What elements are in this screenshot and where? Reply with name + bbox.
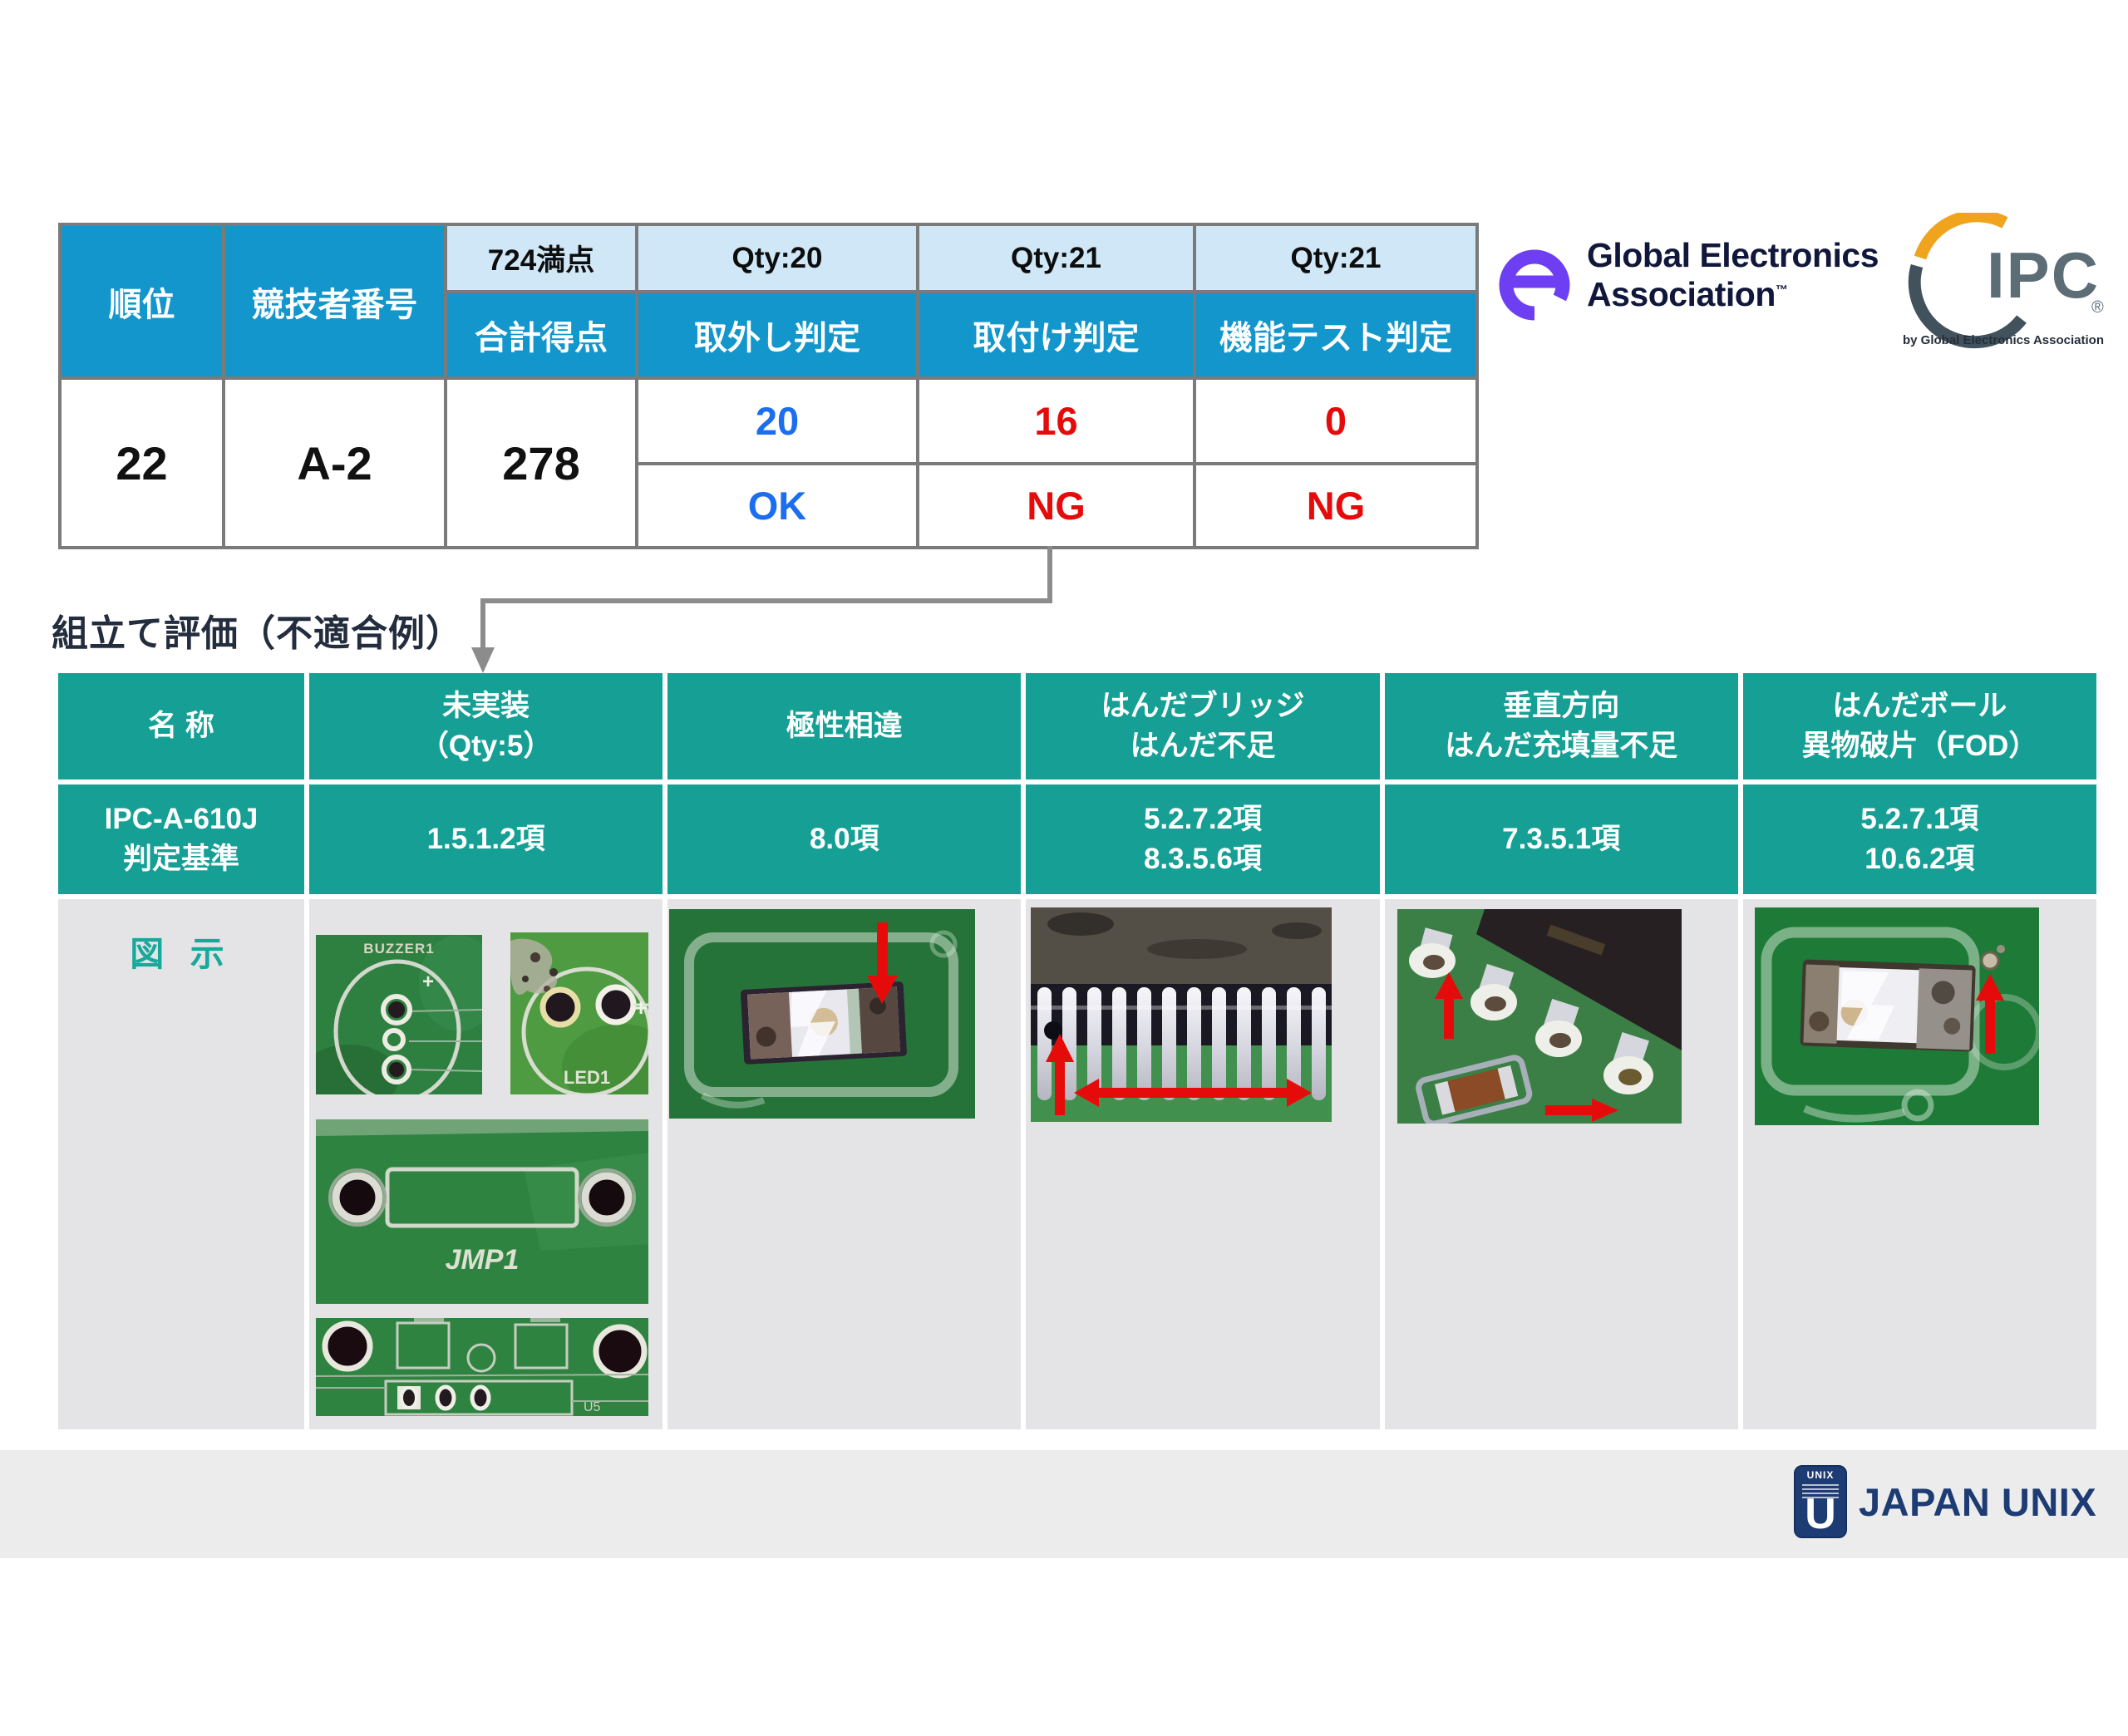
photo-missing-u5-image: U5 [316,1318,648,1416]
value-total-score: 278 [447,380,635,546]
photo-missing-jmp-image: JMP1 [316,1119,648,1304]
photo-bridge-image [1031,907,1332,1122]
header-function-label: 機能テスト判定 [1196,293,1475,376]
value-removal-score: 20 [638,380,916,462]
section-title: 組立て評価（不適合例） [52,613,463,654]
ipc-reg-icon: ® [2091,298,2104,317]
badge-u-label: U [1805,1490,1836,1538]
eval-header-bridge: はんだブリッジ はんだ不足 [1026,673,1380,779]
header-attach-qty: Qty:21 [919,226,1193,290]
led-label: LED1 [564,1067,610,1088]
buzzer-plus-label: + [422,971,434,993]
figure-label: 図 示 [130,935,233,973]
eval-body-missing-cell: BUZZER1 + [309,899,663,1429]
header-attach-label: 取付け判定 [919,293,1193,376]
gea-line1: Global Electronics [1587,236,1879,274]
eval-header-name: 名 称 [58,673,304,779]
gea-e-icon [1499,249,1570,321]
header-removal-qty: Qty:20 [638,226,916,290]
eval-header-polarity: 極性相違 [667,673,1022,779]
ipc-logo: IPC ® by Global Electronics Association [1895,209,2110,358]
header-max-score: 724満点 [447,226,635,290]
eval-header-vertical: 垂直方向 はんだ充填量不足 [1384,673,1738,779]
score-table: 順位 競技者番号 724満点 Qty:20 Qty:21 Qty:21 合計得点… [58,223,1479,549]
gea-tm: ™ [1775,283,1788,298]
photo-vertical-image [1396,909,1682,1124]
header-rank: 順位 [62,226,222,376]
badge-unix-label: UNIX [1807,1469,1835,1481]
eval-criteria-label: IPC-A-610J 判定基準 [58,784,304,894]
ipc-text: IPC [1987,239,2100,312]
gea-line2: Association [1587,274,1776,313]
eval-criteria-missing: 1.5.1.2項 [309,784,663,894]
footer-band [0,1450,2128,1558]
eval-criteria-bridge: 5.2.7.2項 8.3.5.6項 [1026,784,1380,894]
photo-missing-buzzer-image: BUZZER1 + [316,935,482,1094]
eval-body-bridge-cell [1026,899,1380,1429]
value-competitor: A-2 [225,380,444,546]
eval-body-figure-label-cell: 図 示 [58,899,304,1429]
eval-criteria-ball: 5.2.7.1項 10.6.2項 [1742,784,2096,894]
gea-wordmark: Global Electronics Association™ [1587,236,1879,313]
photo-ball-image [1754,907,2039,1125]
header-function-qty: Qty:21 [1196,226,1475,290]
header-competitor: 競技者番号 [225,226,444,376]
eval-header-ball: はんだボール 異物破片（FOD） [1742,673,2096,779]
header-total-score: 合計得点 [447,293,635,376]
japan-unix-badge-icon: UNIX U [1794,1465,1847,1538]
japan-unix-wordmark: JAPAN UNIX [1859,1479,2097,1524]
header-removal-label: 取外し判定 [638,293,916,376]
japan-unix-logo: UNIX U JAPAN UNIX [1794,1465,2096,1538]
value-removal-result: OK [638,465,916,546]
value-function-score: 0 [1196,380,1475,462]
value-rank: 22 [62,380,222,546]
jmp-label: JMP1 [446,1244,520,1276]
photo-polarity-image [669,909,976,1119]
photo-missing-led-image: + LED1 [510,932,648,1094]
value-attach-result: NG [919,465,1193,546]
ipc-tagline: by Global Electronics Association [1903,333,2104,347]
connector-arrow [471,546,1052,673]
value-function-result: NG [1196,465,1475,546]
ipc-swoosh-icon: IPC ® by Global Electronics Association [1903,209,2104,349]
value-attach-score: 16 [919,380,1193,462]
eval-criteria-vertical: 7.3.5.1項 [1384,784,1738,894]
gea-logo: Global Electronics Association™ [1495,229,1879,342]
eval-table: 名 称 未実装 （Qty:5） 極性相違 はんだブリッジ はんだ不足 垂直方向 … [58,673,2096,1429]
eval-criteria-polarity: 8.0項 [667,784,1022,894]
led-plus-label: + [634,995,648,1020]
eval-body-ball-cell [1742,899,2096,1429]
eval-body-polarity-cell [667,899,1022,1429]
buzzer-label: BUZZER1 [363,941,434,957]
u5-label: U5 [584,1400,601,1414]
eval-header-missing: 未実装 （Qty:5） [309,673,663,779]
eval-body-vertical-cell [1384,899,1738,1429]
